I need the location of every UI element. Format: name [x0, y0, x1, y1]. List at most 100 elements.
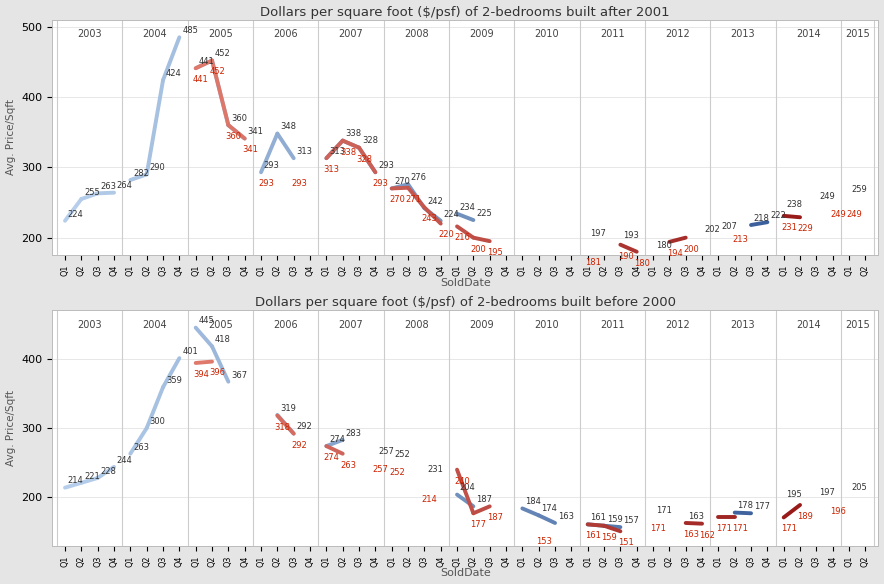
Text: 2009: 2009	[469, 29, 494, 39]
X-axis label: SoldDate: SoldDate	[440, 278, 491, 288]
Text: 2011: 2011	[600, 29, 624, 39]
Text: 187: 187	[487, 513, 503, 522]
Text: 313: 313	[329, 147, 345, 156]
Text: 229: 229	[797, 224, 813, 233]
Text: 214: 214	[422, 495, 438, 503]
Text: 187: 187	[476, 495, 492, 504]
Text: 2010: 2010	[535, 29, 560, 39]
Text: 341: 341	[248, 127, 263, 136]
Text: 338: 338	[346, 130, 362, 138]
Text: 252: 252	[394, 450, 410, 459]
Y-axis label: Avg. Price/Sqft: Avg. Price/Sqft	[5, 99, 16, 175]
Text: 234: 234	[460, 203, 476, 211]
Text: 193: 193	[623, 231, 639, 241]
Text: 367: 367	[231, 370, 248, 380]
Text: 359: 359	[166, 376, 182, 385]
Text: 204: 204	[460, 484, 476, 492]
Text: 293: 293	[263, 161, 279, 170]
Text: 238: 238	[787, 200, 803, 208]
Text: 207: 207	[721, 221, 737, 231]
Text: 2015: 2015	[845, 29, 870, 39]
Text: 263: 263	[340, 461, 356, 470]
Text: 452: 452	[210, 67, 225, 77]
Text: 263: 263	[101, 182, 117, 191]
Text: 424: 424	[166, 69, 181, 78]
Text: 2013: 2013	[730, 29, 755, 39]
Text: 360: 360	[231, 114, 248, 123]
Text: 171: 171	[656, 506, 672, 515]
Text: 276: 276	[411, 173, 427, 182]
Text: 153: 153	[536, 537, 552, 546]
Text: 162: 162	[699, 530, 715, 540]
Text: 197: 197	[819, 488, 835, 497]
Text: 292: 292	[296, 422, 312, 432]
Text: 231: 231	[781, 223, 796, 232]
Text: 293: 293	[372, 179, 388, 188]
Text: 220: 220	[438, 231, 453, 239]
Text: 222: 222	[770, 211, 786, 220]
Text: 189: 189	[797, 512, 813, 521]
Text: 283: 283	[346, 429, 362, 437]
Text: 263: 263	[133, 443, 149, 451]
Text: 257: 257	[378, 447, 394, 456]
Text: 348: 348	[280, 123, 296, 131]
Text: 401: 401	[182, 347, 198, 356]
Text: 224: 224	[444, 210, 459, 218]
Text: 293: 293	[291, 179, 307, 188]
Text: 2008: 2008	[404, 29, 429, 39]
Text: 195: 195	[487, 248, 503, 257]
Text: 282: 282	[133, 169, 149, 178]
Text: 205: 205	[852, 483, 867, 492]
Text: 194: 194	[667, 249, 682, 258]
Text: 196: 196	[830, 507, 846, 516]
Text: 249: 249	[846, 210, 862, 219]
Text: 338: 338	[340, 148, 356, 157]
Text: 181: 181	[585, 258, 601, 267]
Text: 274: 274	[324, 453, 339, 462]
Text: 2004: 2004	[142, 29, 167, 39]
Text: 292: 292	[291, 440, 307, 450]
Text: 180: 180	[656, 241, 672, 249]
Text: 224: 224	[68, 210, 84, 218]
Text: 274: 274	[329, 435, 345, 444]
Text: 2003: 2003	[77, 29, 102, 39]
Text: 180: 180	[634, 259, 650, 267]
Text: 200: 200	[470, 245, 486, 253]
Text: 213: 213	[732, 235, 748, 244]
Text: 216: 216	[454, 233, 470, 242]
Text: 231: 231	[427, 465, 443, 474]
Text: 184: 184	[525, 497, 541, 506]
Text: 171: 171	[715, 524, 731, 533]
Text: 270: 270	[394, 178, 410, 186]
Text: 394: 394	[193, 370, 209, 379]
Text: 2004: 2004	[142, 320, 167, 330]
Text: 240: 240	[454, 477, 470, 485]
Text: 2007: 2007	[339, 29, 363, 39]
Text: 2008: 2008	[404, 320, 429, 330]
Text: 313: 313	[324, 165, 339, 174]
Text: 264: 264	[117, 182, 133, 190]
Text: 290: 290	[149, 163, 165, 172]
Text: 2003: 2003	[77, 320, 102, 330]
Text: 2012: 2012	[665, 320, 690, 330]
Text: 221: 221	[84, 472, 100, 481]
Text: 2005: 2005	[208, 320, 232, 330]
Text: 228: 228	[101, 467, 117, 476]
Text: 293: 293	[378, 161, 394, 170]
Title: Dollars per square foot ($/psf) of 2-bedrooms built after 2001: Dollars per square foot ($/psf) of 2-bed…	[261, 6, 670, 19]
Title: Dollars per square foot ($/psf) of 2-bedrooms built before 2000: Dollars per square foot ($/psf) of 2-bed…	[255, 296, 675, 309]
Text: 174: 174	[542, 504, 557, 513]
Text: 2005: 2005	[208, 29, 232, 39]
Text: 270: 270	[389, 195, 405, 204]
Text: 157: 157	[623, 516, 639, 525]
Text: 159: 159	[606, 515, 622, 524]
Text: 2014: 2014	[796, 320, 820, 330]
Text: 151: 151	[618, 538, 633, 547]
Text: 252: 252	[389, 468, 405, 477]
Text: 171: 171	[781, 524, 796, 533]
Text: 318: 318	[275, 422, 291, 432]
Text: 161: 161	[585, 531, 601, 540]
Text: 2013: 2013	[730, 320, 755, 330]
Text: 2009: 2009	[469, 320, 494, 330]
Text: 418: 418	[215, 335, 231, 344]
